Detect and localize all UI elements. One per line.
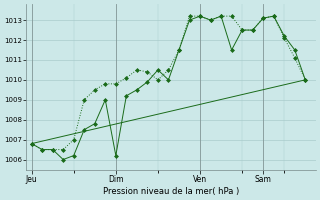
X-axis label: Pression niveau de la mer( hPa ): Pression niveau de la mer( hPa ) (103, 187, 239, 196)
